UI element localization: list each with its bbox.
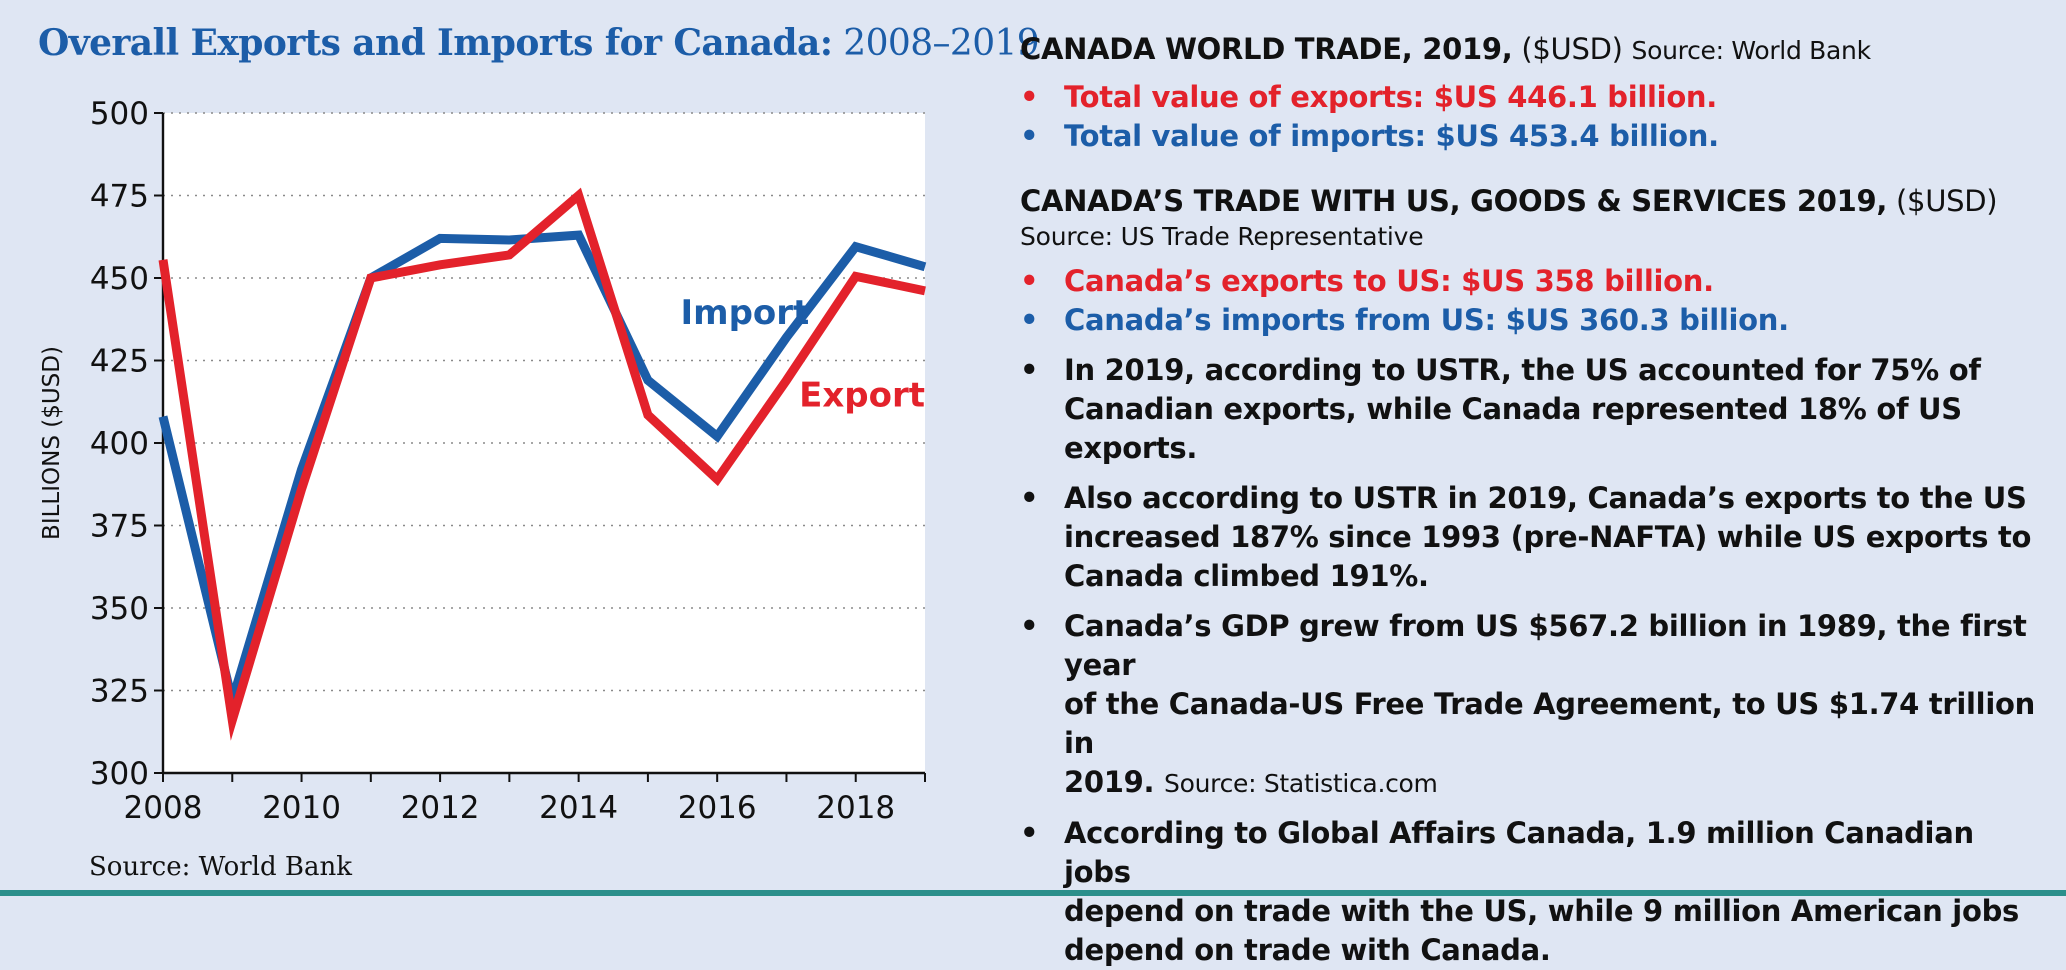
fact-line: depend on trade with the US, while 9 mil… — [1064, 892, 2050, 931]
gdp-source: Source: Statistica.com — [1164, 769, 1438, 798]
world-trade-unit: ($USD) — [1521, 32, 1622, 66]
fact-line: Canadian exports, while Canada represent… — [1064, 390, 2050, 468]
fact-line: increased 187% since 1993 (pre-NAFTA) wh… — [1064, 518, 2050, 557]
us-imports-bullet: • Canada’s imports from US: $US 360.3 bil… — [1020, 301, 2050, 340]
bottom-rule — [0, 890, 2066, 896]
world-trade-heading: CANADA WORLD TRADE, 2019, ($USD) Source:… — [1020, 30, 2050, 70]
y-tick-label: 350 — [90, 591, 149, 627]
fact-line-last: 2019. Source: Statistica.com — [1064, 763, 2050, 803]
fact-bullet-gdp: • Canada’s GDP grew from US $567.2 billio… — [1020, 607, 2050, 803]
us-imports-text: Canada’s imports from US: $US 360.3 bill… — [1064, 303, 1789, 337]
fact-line: In 2019, according to USTR, the US accou… — [1064, 351, 2050, 390]
bullet-dot: • — [1020, 351, 1038, 390]
y-tick-label: 325 — [90, 674, 149, 710]
us-exports-text: Canada’s exports to US: $US 358 billion. — [1064, 264, 1714, 298]
fact-line: Canada’s GDP grew from US $567.2 billion… — [1064, 607, 2050, 685]
y-tick-label: 475 — [90, 179, 149, 215]
info-panel: CANADA WORLD TRADE, 2019, ($USD) Source:… — [1020, 30, 2050, 970]
fact-bullet-ustr-share: • In 2019, according to USTR, the US acco… — [1020, 351, 2050, 468]
world-imports-bullet: • Total value of imports: $US 453.4 billi… — [1020, 117, 2050, 156]
bullet-dot: • — [1020, 479, 1038, 518]
legend-label-export: Export — [799, 376, 925, 416]
x-tick-label: 2012 — [401, 790, 480, 826]
bullet-dot: • — [1020, 117, 1038, 156]
x-tick-label: 2016 — [678, 790, 757, 826]
fact-line: of the Canada-US Free Trade Agreement, t… — [1064, 685, 2050, 763]
chart-source: Source: World Bank — [89, 852, 352, 882]
fact-line: Canada climbed 191%. — [1064, 557, 2050, 596]
fact-line: Also according to USTR in 2019, Canada’s… — [1064, 479, 2050, 518]
x-tick-label: 2014 — [539, 790, 618, 826]
legend-label-import: Import — [680, 293, 809, 333]
y-tick-label: 500 — [90, 96, 149, 132]
world-exports-bullet: • Total value of exports: $US 446.1 billi… — [1020, 78, 2050, 117]
chart-title-main: Overall Exports and Imports for Canada: — [38, 22, 832, 64]
fact-line: depend on trade with Canada. — [1064, 931, 2050, 970]
chart-title: Overall Exports and Imports for Canada: … — [38, 22, 1039, 64]
world-trade-heading-text: CANADA WORLD TRADE, 2019, — [1020, 32, 1512, 66]
us-exports-bullet: • Canada’s exports to US: $US 358 billion… — [1020, 262, 2050, 301]
infographic: Overall Exports and Imports for Canada: … — [0, 0, 2066, 896]
x-tick-label: 2008 — [124, 790, 203, 826]
bullet-dot: • — [1020, 814, 1038, 853]
bullet-dot: • — [1020, 301, 1038, 340]
us-trade-source: Source: US Trade Representative — [1020, 220, 2050, 254]
world-exports-text: Total value of exports: $US 446.1 billio… — [1064, 80, 1717, 114]
world-trade-source: Source: World Bank — [1632, 36, 1871, 65]
bullet-dot: • — [1020, 607, 1038, 646]
x-tick-label: 2018 — [816, 790, 895, 826]
y-tick-label: 400 — [90, 426, 149, 462]
y-tick-label: 300 — [90, 756, 149, 792]
world-imports-text: Total value of imports: $US 453.4 billio… — [1064, 119, 1719, 153]
us-trade-unit: ($USD) — [1896, 184, 1997, 218]
fact-line-text: 2019. — [1064, 765, 1154, 799]
y-tick-label: 425 — [90, 344, 149, 380]
chart-title-years: 2008–2019 — [843, 23, 1039, 64]
y-tick-label: 450 — [90, 261, 149, 297]
x-tick-label: 2010 — [262, 790, 341, 826]
y-tick-label: 375 — [90, 509, 149, 545]
bullet-dot: • — [1020, 78, 1038, 117]
line-chart: 300 325 350 375 400 425 450 475 500 2008 2010 2012 2… — [0, 80, 960, 850]
us-trade-heading-text: CANADA’S TRADE WITH US, GOODS & SERVICES… — [1020, 184, 1887, 218]
fact-bullet-ustr-growth: • Also according to USTR in 2019, Canada’… — [1020, 479, 2050, 596]
bullet-dot: • — [1020, 262, 1038, 301]
plot-area — [163, 113, 925, 773]
fact-line: According to Global Affairs Canada, 1.9 … — [1064, 814, 2050, 892]
us-trade-heading: CANADA’S TRADE WITH US, GOODS & SERVICES… — [1020, 182, 2050, 220]
y-axis-label: BILLIONS ($USD) — [39, 346, 65, 540]
